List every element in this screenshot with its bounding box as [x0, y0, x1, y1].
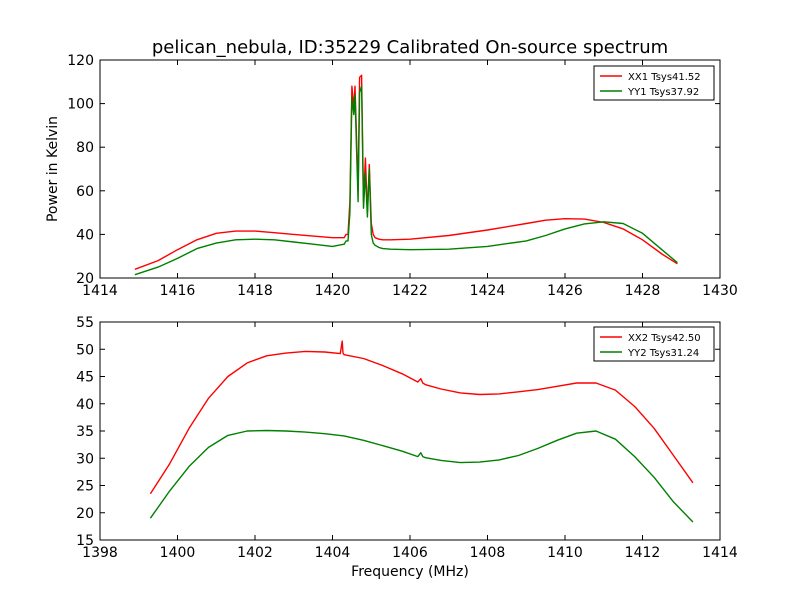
bottom-y-tick-label: 50	[76, 342, 94, 358]
bottom-y-tick-label: 30	[76, 451, 94, 467]
bottom-y-tick-label: 45	[76, 370, 94, 386]
chart-title: pelican_nebula, ID:35229 Calibrated On-s…	[152, 37, 668, 58]
bottom-spectrum-plot: 1398 1400 1402 1404 1406 1408 1410 1412 1414 15 20…	[76, 315, 738, 580]
bottom-y-tick-label: 55	[76, 315, 94, 331]
top-y-axis-label: Power in Kelvin	[45, 116, 61, 222]
top-legend: XX1 Tsys41.52 YY1 Tsys37.92	[593, 65, 715, 101]
bottom-y-tick-label: 40	[76, 397, 94, 413]
top-y-tick-label: 120	[67, 53, 94, 69]
bottom-legend: XX2 Tsys42.50 YY2 Tsys31.24	[593, 326, 715, 362]
bottom-x-tick-label: 1414	[702, 545, 738, 561]
bottom-series-line-2	[149, 429, 694, 523]
top-legend-entry: XX1 Tsys41.52	[628, 72, 701, 83]
top-x-tick-label: 1426	[547, 283, 583, 299]
bottom-legend-entry: XX2 Tsys42.50	[628, 333, 701, 344]
top-x-tick-label: 1420	[315, 283, 351, 299]
bottom-y-tick-label: 35	[76, 424, 94, 440]
bottom-y-tick-label: 20	[76, 506, 94, 522]
top-x-tick-label: 1428	[625, 283, 661, 299]
top-legend-box	[593, 65, 715, 101]
top-x-tick-label: 1414	[82, 283, 118, 299]
bottom-legend-entry: YY2 Tsys31.24	[627, 348, 699, 359]
top-series-line-1	[134, 74, 678, 270]
bottom-y-tick-label: 25	[76, 479, 94, 495]
top-x-tick-label: 1430	[702, 283, 738, 299]
top-x-tick-label: 1424	[470, 283, 506, 299]
bottom-x-tick-label: 1406	[392, 545, 428, 561]
top-y-tick-label: 100	[67, 97, 94, 113]
top-y-tick-label: 40	[76, 227, 94, 243]
bottom-x-tick-label: 1400	[160, 545, 196, 561]
bottom-x-axis-label: Frequency (MHz)	[351, 564, 469, 580]
bottom-series-line-1	[149, 340, 694, 495]
top-x-tick-label: 1418	[237, 283, 273, 299]
bottom-x-tick-label: 1412	[625, 545, 661, 561]
bottom-x-tick-label: 1408	[470, 545, 506, 561]
top-legend-entry: YY1 Tsys37.92	[627, 87, 699, 98]
bottom-x-tick-label: 1398	[82, 545, 118, 561]
top-series-line-2	[134, 85, 678, 276]
top-x-tick-label: 1422	[392, 283, 428, 299]
top-x-tick-label: 1416	[160, 283, 196, 299]
bottom-x-tick-label: 1402	[237, 545, 273, 561]
bottom-x-tick-label: 1410	[547, 545, 583, 561]
top-y-tick-label: 80	[76, 140, 94, 156]
bottom-legend-box	[593, 326, 715, 362]
top-y-tick-label: 60	[76, 184, 94, 200]
bottom-x-tick-label: 1404	[315, 545, 351, 561]
bottom-y-tick-label: 15	[76, 533, 94, 549]
top-spectrum-plot: 1414 1416 1418 1420 1422 1424 1426 1428 1430 20 40…	[45, 53, 738, 299]
top-y-tick-label: 20	[76, 271, 94, 287]
